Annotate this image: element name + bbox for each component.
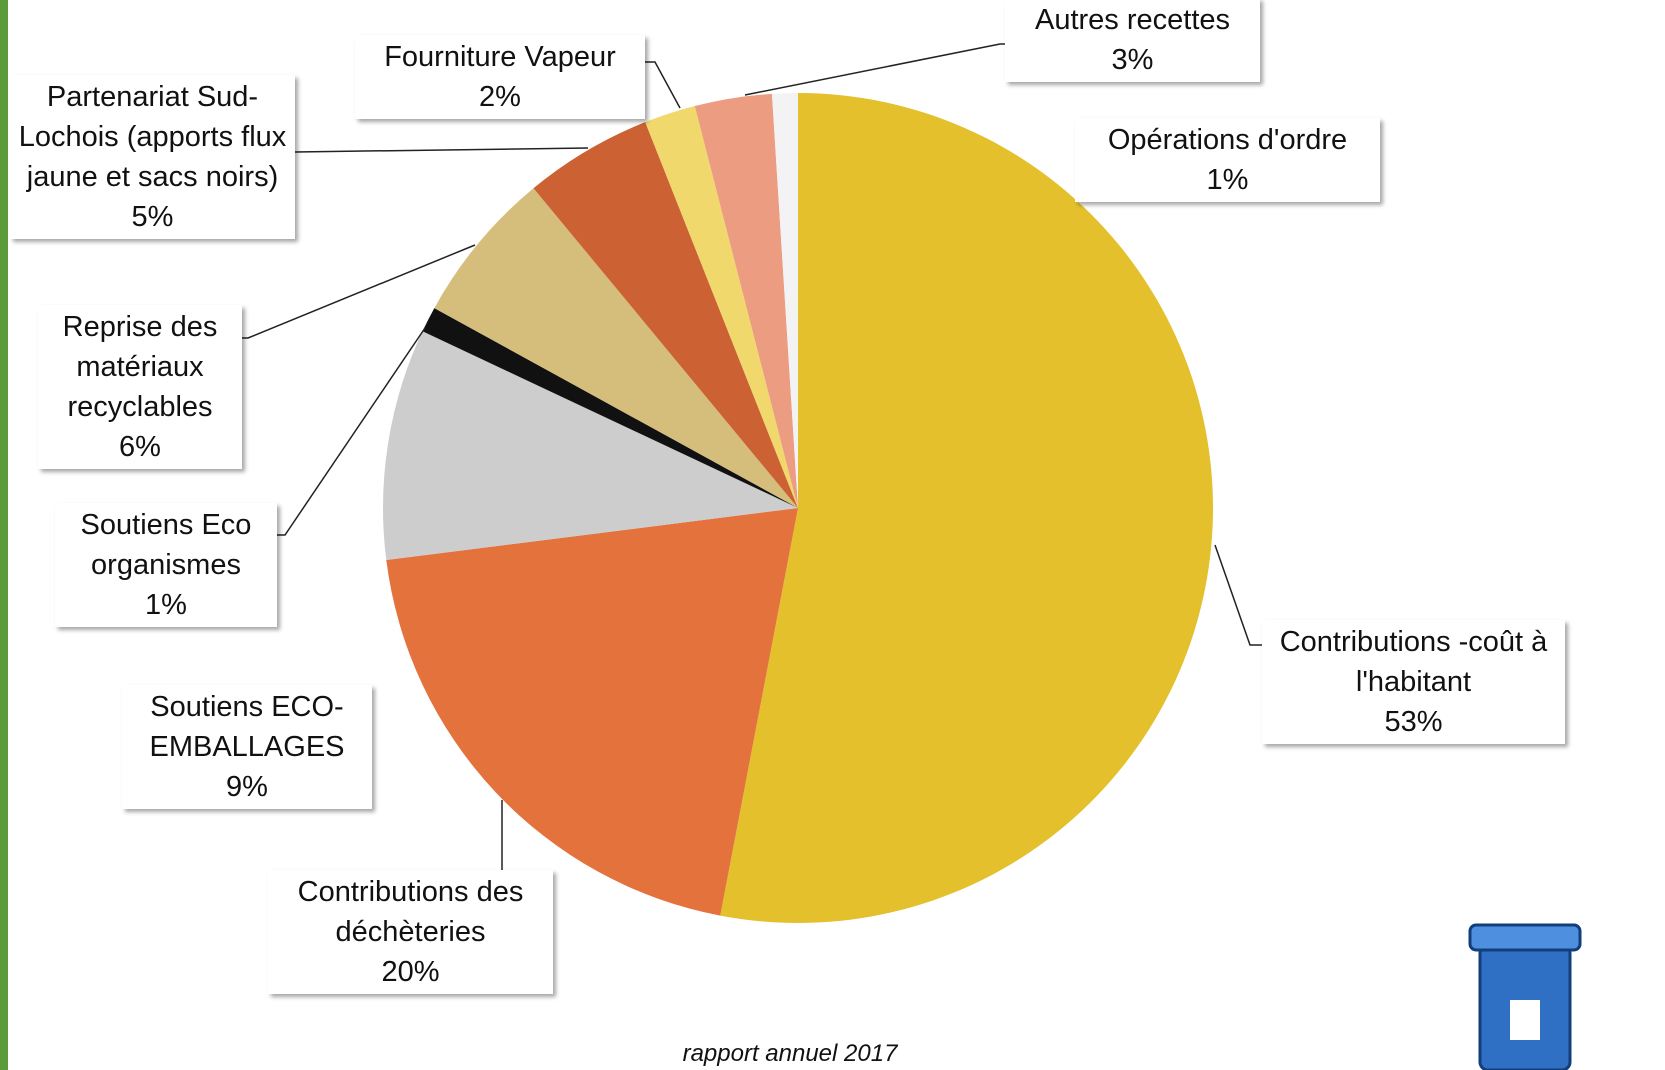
slice-percent: 1% xyxy=(145,589,187,621)
accent-bar xyxy=(0,0,8,1070)
pie-slice xyxy=(533,122,798,508)
slice-label: Autres recettes 3% xyxy=(1005,0,1260,82)
slice-name: Reprise des matériaux recyclables xyxy=(62,311,218,423)
slice-label: Contributions des déchèteries 20% xyxy=(268,870,553,994)
pie-slice xyxy=(771,93,798,508)
leader-line xyxy=(242,244,476,339)
slice-name: Contributions -coût à l'habitant xyxy=(1279,626,1548,698)
slice-label: Partenariat Sud-Lochois (apports flux ja… xyxy=(10,75,295,239)
slice-percent: 5% xyxy=(131,201,174,233)
bin-icon xyxy=(1468,923,1582,1070)
pie-slice xyxy=(383,331,798,561)
slice-percent: 6% xyxy=(119,431,161,463)
slice-percent: 1% xyxy=(1206,164,1249,196)
leader-line xyxy=(645,61,681,109)
slice-percent: 9% xyxy=(226,771,268,803)
slice-name: Soutiens Eco organismes xyxy=(80,509,252,581)
slice-name: Fourniture Vapeur xyxy=(384,41,616,73)
slice-percent: 53% xyxy=(1384,706,1443,738)
slice-name: Partenariat Sud-Lochois (apports flux ja… xyxy=(18,81,287,193)
leader-line xyxy=(1214,544,1262,646)
slice-label: Soutiens Eco organismes 1% xyxy=(55,503,277,627)
slice-percent: 2% xyxy=(479,81,521,113)
slice-name: Contributions des déchèteries xyxy=(297,876,524,948)
pie-slice xyxy=(694,93,798,508)
leader-line xyxy=(294,147,589,153)
slice-name: Soutiens ECO-EMBALLAGES xyxy=(149,691,345,763)
slice-label: Contributions -coût à l'habitant 53% xyxy=(1262,620,1565,744)
slice-percent: 20% xyxy=(381,956,440,988)
slice-label: Reprise des matériaux recyclables 6% xyxy=(38,305,242,469)
footer: rapport annuel 2017 xyxy=(682,1040,898,1067)
pie-slice xyxy=(386,508,798,916)
slice-name: Opérations d'ordre xyxy=(1107,124,1348,156)
pie-slice xyxy=(422,308,798,508)
leader-line xyxy=(277,327,426,536)
slice-label: Fourniture Vapeur 2% xyxy=(355,35,645,119)
slice-name: Autres recettes xyxy=(1034,4,1231,36)
pie-slice xyxy=(434,188,798,508)
pie-slice xyxy=(645,106,798,508)
slice-label: Soutiens ECO-EMBALLAGES 9% xyxy=(122,685,372,809)
slice-percent: 3% xyxy=(1111,44,1154,76)
pie-slice xyxy=(720,93,1213,923)
slice-label: Opérations d'ordre 1% xyxy=(1075,118,1380,202)
leader-line xyxy=(744,43,1005,96)
